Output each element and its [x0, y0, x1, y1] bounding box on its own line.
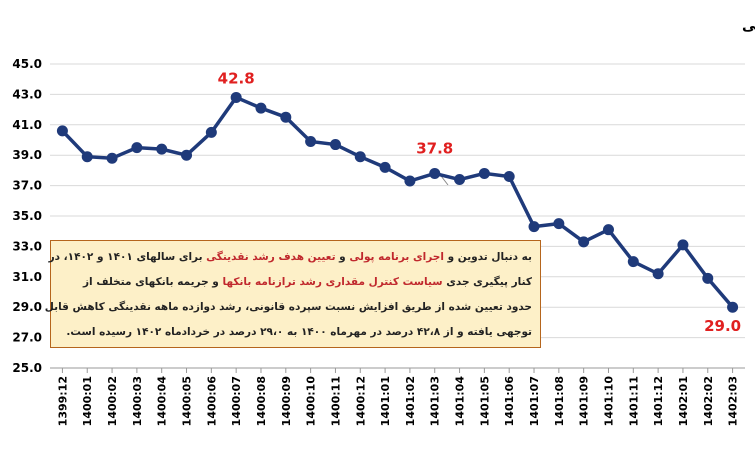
x-tick-label: 1401:08	[553, 376, 566, 426]
annotation-text: و	[335, 251, 350, 263]
point	[280, 111, 292, 123]
annotation-text: تعیین هدف رشد نقدینگی	[206, 251, 336, 263]
point	[81, 151, 93, 163]
x-tick-label: 1400:12	[354, 376, 367, 426]
y-tick-label: 35.0	[12, 209, 42, 223]
annotation-text: توجهی یافته و از ۴۲،۸ درصد در مهرماه ۱۴۰…	[66, 326, 532, 338]
annotation-line: حدود تعیین شده از طریق افزایش نسبت سپرده…	[45, 295, 532, 320]
y-tick-label: 27.0	[12, 331, 42, 345]
y-tick-label: 37.0	[12, 179, 42, 193]
point	[627, 256, 639, 268]
point	[478, 167, 490, 179]
point	[404, 175, 416, 187]
x-tick-label: 1402:02	[702, 376, 715, 426]
x-tick-label: 1400:05	[181, 376, 194, 426]
x-tick-label: 1401:09	[578, 376, 591, 426]
y-tick-label: 29.0	[12, 300, 42, 314]
annotation-text: به دنبال تدوین و	[443, 251, 532, 263]
annotation-text: کنار پیگیری جدی	[442, 276, 532, 288]
x-tick-label: 1401:12	[652, 376, 665, 426]
annotation-text: برای سالهای ۱۴۰۱ و ۱۴۰۲، در	[48, 251, 207, 263]
point	[454, 174, 466, 186]
y-tick-label: 45.0	[12, 57, 42, 71]
point	[429, 167, 441, 179]
x-tick-label: 1402:03	[727, 376, 740, 426]
point	[677, 239, 689, 251]
annotation-text: سیاست کنترل مقداری رشد ترازنامه بانکها	[222, 276, 443, 288]
point	[553, 218, 565, 230]
annotation-line: توجهی یافته و از ۴۲،۸ درصد در مهرماه ۱۴۰…	[59, 320, 532, 345]
point	[255, 102, 267, 114]
x-tick-label: 1400:09	[280, 376, 293, 426]
point	[727, 301, 739, 313]
x-tick-label: 1401:02	[404, 376, 417, 426]
data-label: 29.0	[704, 317, 741, 335]
x-tick-label: 1400:06	[205, 376, 218, 427]
x-tick-label: 1400:10	[305, 376, 318, 427]
x-tick-label: 1400:04	[156, 376, 169, 427]
point	[379, 161, 391, 173]
x-tick-label: 1400:03	[131, 376, 144, 426]
point	[156, 143, 168, 155]
x-tick-label: 1400:02	[106, 376, 119, 426]
chart-title: نمودار۱- روند تحولات نرخ رشد دوازده ماهه…	[742, 17, 755, 34]
point	[329, 139, 341, 151]
x-tick-label: 1401:07	[528, 376, 541, 426]
y-tick-label: 25.0	[12, 361, 42, 375]
x-tick-label: 1401:01	[379, 376, 392, 426]
data-label: 37.8	[416, 139, 453, 157]
point	[205, 126, 217, 138]
y-tick-label: 43.0	[12, 87, 42, 101]
point	[305, 136, 317, 148]
x-tick-label: 1400:01	[81, 376, 94, 426]
y-tick-label: 31.0	[12, 270, 42, 284]
annotation-box: به دنبال تدوین و اجرای برنامه پولی و تعی…	[45, 240, 541, 348]
y-tick-label: 33.0	[12, 239, 42, 253]
point	[652, 268, 664, 280]
x-tick-label: 1401:06	[503, 376, 516, 427]
annotation-line: کنار پیگیری جدی سیاست کنترل مقداری رشد ت…	[59, 270, 532, 295]
point	[230, 91, 242, 103]
point	[578, 236, 590, 248]
point	[702, 272, 714, 284]
annotation-text: و جریمه بانکهای متخلف از	[83, 276, 223, 288]
annotation-line: به دنبال تدوین و اجرای برنامه پولی و تعی…	[49, 245, 532, 270]
point	[181, 149, 193, 161]
x-tick-label: 1402:01	[677, 376, 690, 426]
point	[503, 170, 515, 182]
point	[602, 224, 614, 236]
point	[131, 142, 143, 154]
x-tick-label: 1401:04	[454, 376, 467, 427]
y-tick-label: 41.0	[12, 118, 42, 132]
x-tick-label: 1401:03	[429, 376, 442, 426]
point	[106, 152, 118, 164]
x-tick-label: 1401:10	[602, 376, 615, 427]
series-line	[61, 95, 734, 309]
data-label: 42.8	[218, 69, 255, 87]
x-tick-label: 1401:05	[478, 376, 491, 426]
annotation-text: حدود تعیین شده از طریق افزایش نسبت سپرده…	[44, 301, 532, 313]
annotation-text: اجرای برنامه پولی	[349, 251, 444, 263]
point	[354, 151, 366, 163]
x-tick-label: 1400:08	[255, 376, 268, 426]
x-tick-label: 1400:07	[230, 376, 243, 426]
x-tick-label: 1400:11	[329, 376, 342, 426]
y-tick-label: 39.0	[12, 148, 42, 162]
x-tick-label: 1399:12	[56, 376, 69, 426]
x-tick-label: 1401:11	[627, 376, 640, 426]
point	[528, 221, 540, 233]
point	[56, 125, 68, 137]
